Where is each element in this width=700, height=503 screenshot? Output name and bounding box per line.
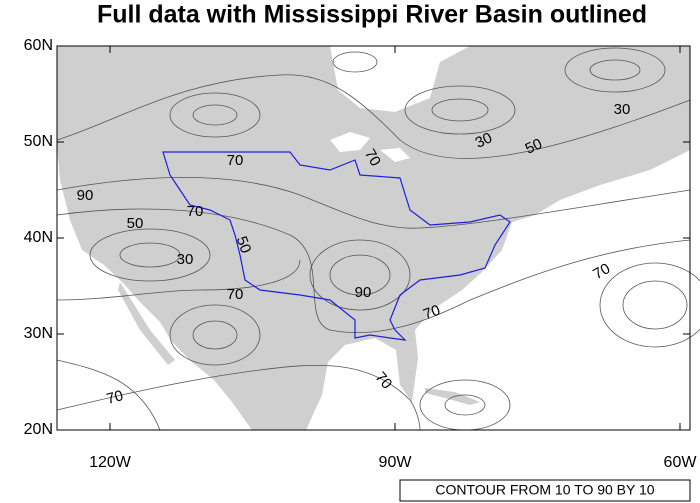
contour-label: 70 xyxy=(421,302,442,324)
contour-label: 30 xyxy=(177,251,194,268)
contour-label: 30 xyxy=(614,101,631,118)
contour-label: 30 xyxy=(473,129,495,151)
lat-tick-label: 60N xyxy=(24,37,53,54)
lat-tick-label: 30N xyxy=(24,325,53,342)
lon-tick-label: 60W xyxy=(664,454,698,471)
info-text: CONTOUR FROM 10 TO 90 BY 10 xyxy=(435,482,654,498)
contours xyxy=(56,47,700,431)
contour-label: 50 xyxy=(127,215,144,232)
land xyxy=(57,46,690,430)
great-lakes xyxy=(330,132,410,162)
contour-label: 70 xyxy=(590,260,613,283)
contour-label: 50 xyxy=(233,234,255,255)
contour-label: 70 xyxy=(361,146,384,169)
lat-tick-label: 40N xyxy=(24,229,53,246)
contour-label: 90 xyxy=(77,187,94,204)
map-area xyxy=(56,45,700,431)
info-box xyxy=(399,479,691,502)
lon-tick-label: 120W xyxy=(89,454,132,471)
contour-label: 70 xyxy=(105,387,126,408)
contour-label: 50 xyxy=(523,135,545,157)
lat-tick-label: 20N xyxy=(24,421,53,438)
baja xyxy=(118,282,175,365)
contour-label: 70 xyxy=(227,286,244,303)
contour-label: 70 xyxy=(227,152,244,169)
contour-label: 90 xyxy=(355,284,372,301)
contour-label: 70 xyxy=(187,203,204,220)
basin-outline xyxy=(162,151,511,341)
lat-tick-label: 50N xyxy=(24,133,53,150)
lon-tick-label: 90W xyxy=(379,454,413,471)
cuba xyxy=(425,388,480,405)
map-title: Full data with Mississippi River Basin o… xyxy=(97,1,647,29)
